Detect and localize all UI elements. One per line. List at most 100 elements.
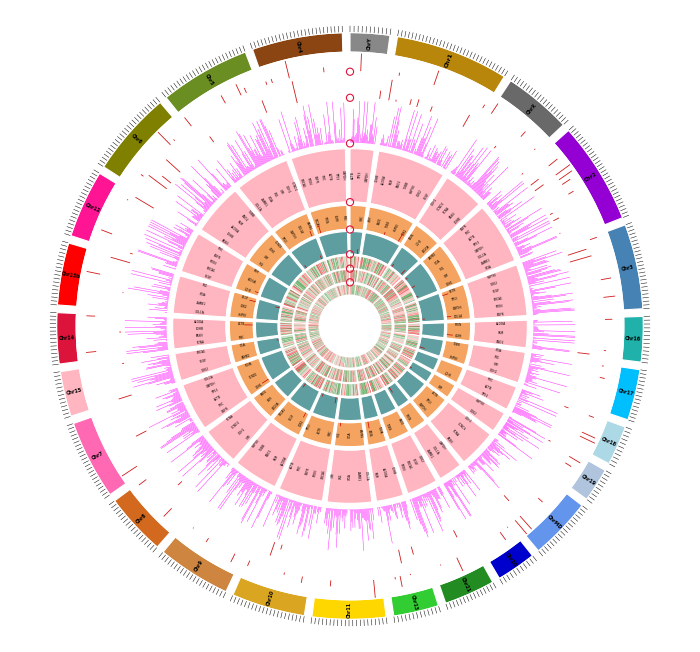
- Polygon shape: [393, 320, 406, 321]
- Text: BRCA1: BRCA1: [299, 178, 306, 188]
- Polygon shape: [290, 356, 301, 363]
- Polygon shape: [407, 335, 419, 338]
- Polygon shape: [344, 256, 345, 269]
- Polygon shape: [400, 291, 411, 298]
- Polygon shape: [320, 348, 328, 356]
- Text: FASN: FASN: [444, 436, 453, 444]
- Polygon shape: [362, 354, 367, 365]
- Polygon shape: [347, 284, 348, 295]
- Polygon shape: [407, 327, 420, 328]
- Polygon shape: [327, 274, 332, 286]
- Polygon shape: [370, 295, 379, 303]
- Polygon shape: [365, 273, 370, 285]
- Polygon shape: [284, 303, 296, 307]
- Polygon shape: [303, 274, 312, 283]
- Text: COL1A: COL1A: [454, 314, 463, 319]
- Polygon shape: [357, 356, 360, 367]
- Polygon shape: [360, 382, 363, 394]
- Polygon shape: [294, 328, 307, 329]
- Polygon shape: [392, 312, 404, 315]
- Polygon shape: [304, 294, 314, 301]
- Polygon shape: [401, 351, 413, 357]
- Polygon shape: [248, 234, 288, 274]
- Polygon shape: [315, 302, 325, 308]
- Polygon shape: [321, 364, 328, 374]
- Polygon shape: [383, 289, 393, 297]
- Polygon shape: [370, 349, 378, 358]
- Polygon shape: [365, 352, 372, 363]
- Polygon shape: [309, 288, 318, 297]
- Polygon shape: [309, 316, 320, 319]
- Polygon shape: [369, 365, 375, 376]
- Polygon shape: [318, 280, 325, 290]
- Polygon shape: [281, 319, 293, 321]
- Polygon shape: [378, 338, 389, 342]
- Polygon shape: [308, 270, 316, 280]
- Text: HSP90: HSP90: [251, 439, 261, 449]
- Polygon shape: [459, 368, 517, 409]
- Polygon shape: [379, 284, 388, 294]
- Polygon shape: [337, 271, 341, 284]
- Polygon shape: [326, 275, 332, 286]
- Text: Chr14: Chr14: [59, 335, 75, 341]
- Polygon shape: [355, 356, 357, 368]
- Polygon shape: [321, 348, 329, 357]
- Polygon shape: [340, 257, 342, 269]
- Polygon shape: [351, 270, 353, 282]
- Polygon shape: [308, 319, 320, 321]
- Polygon shape: [417, 293, 444, 322]
- Polygon shape: [360, 368, 364, 380]
- Polygon shape: [392, 312, 405, 316]
- Polygon shape: [298, 280, 307, 288]
- Polygon shape: [367, 381, 371, 393]
- Polygon shape: [309, 333, 320, 336]
- Polygon shape: [307, 290, 316, 298]
- Polygon shape: [405, 304, 416, 309]
- Polygon shape: [406, 309, 418, 312]
- Text: ChrX: ChrX: [526, 102, 538, 115]
- Polygon shape: [380, 317, 391, 319]
- Text: Chr6: Chr6: [130, 133, 143, 145]
- Polygon shape: [323, 293, 331, 302]
- Polygon shape: [358, 271, 360, 283]
- Polygon shape: [376, 304, 386, 310]
- Polygon shape: [381, 323, 392, 324]
- Polygon shape: [393, 319, 406, 321]
- Polygon shape: [313, 305, 323, 311]
- Polygon shape: [388, 348, 399, 354]
- Polygon shape: [318, 280, 326, 290]
- Polygon shape: [365, 289, 370, 299]
- Polygon shape: [365, 418, 386, 445]
- Polygon shape: [310, 336, 321, 341]
- Polygon shape: [370, 349, 377, 359]
- Text: ACTB: ACTB: [327, 173, 332, 181]
- Polygon shape: [300, 301, 311, 307]
- Polygon shape: [372, 261, 377, 273]
- Text: BRCA1: BRCA1: [493, 296, 503, 302]
- Polygon shape: [295, 335, 307, 338]
- Polygon shape: [372, 348, 380, 356]
- Polygon shape: [175, 346, 232, 381]
- Polygon shape: [294, 321, 307, 323]
- Polygon shape: [389, 346, 400, 351]
- Polygon shape: [368, 292, 375, 301]
- Polygon shape: [367, 366, 372, 378]
- Polygon shape: [173, 318, 228, 349]
- Polygon shape: [364, 353, 370, 364]
- Polygon shape: [386, 293, 396, 301]
- Text: ENO1: ENO1: [377, 217, 382, 226]
- Polygon shape: [325, 276, 331, 287]
- Polygon shape: [357, 383, 358, 395]
- Polygon shape: [320, 363, 327, 374]
- Polygon shape: [338, 368, 341, 381]
- Polygon shape: [300, 300, 312, 306]
- Polygon shape: [406, 339, 418, 342]
- Polygon shape: [325, 351, 332, 361]
- Polygon shape: [354, 370, 355, 382]
- Polygon shape: [326, 291, 333, 301]
- Text: ACTB: ACTB: [483, 384, 492, 391]
- Polygon shape: [335, 286, 339, 297]
- Polygon shape: [554, 130, 623, 225]
- Polygon shape: [330, 288, 336, 299]
- Polygon shape: [296, 339, 308, 343]
